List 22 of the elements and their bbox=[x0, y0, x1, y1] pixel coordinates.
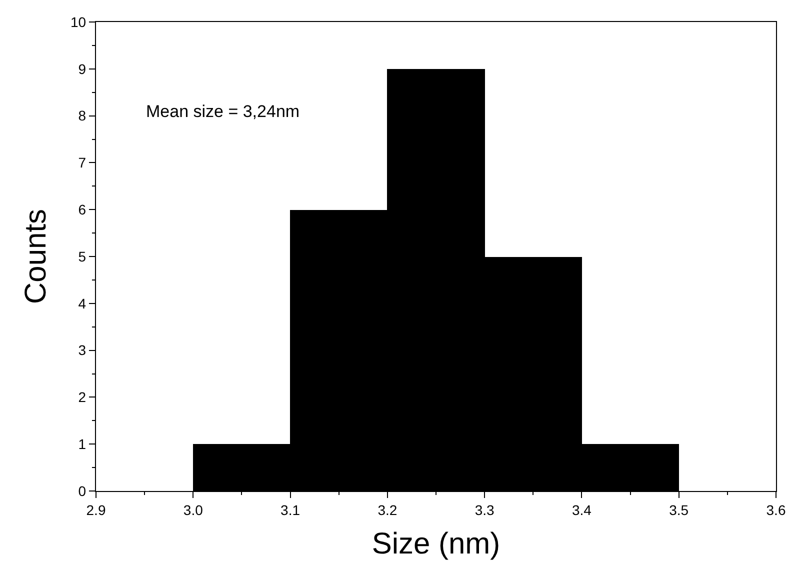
y-tick-label: 4 bbox=[78, 295, 86, 312]
x-tick-label: 3.3 bbox=[474, 502, 495, 518]
y-tick-label: 5 bbox=[78, 248, 86, 264]
y-tick-label: 1 bbox=[78, 436, 86, 452]
y-tick-label: 8 bbox=[78, 108, 86, 124]
y-tick-label: 9 bbox=[78, 60, 86, 77]
y-axis-title: Counts bbox=[20, 208, 53, 304]
y-tick-label: 2 bbox=[78, 389, 86, 406]
x-axis-title: Size (nm) bbox=[372, 527, 500, 560]
x-tick-label: 3.0 bbox=[183, 502, 204, 518]
annotation: Mean size = 3,24nm bbox=[146, 102, 300, 121]
x-tick-label: 3.2 bbox=[378, 502, 398, 518]
y-tick-label: 10 bbox=[70, 14, 86, 30]
y-tick-label: 3 bbox=[78, 342, 86, 358]
y-tick-label: 7 bbox=[78, 154, 86, 171]
y-tick-label: 0 bbox=[78, 482, 86, 499]
x-tick-label: 3.1 bbox=[280, 502, 300, 518]
x-tick-label: 3.4 bbox=[572, 502, 592, 518]
y-tick-label: 6 bbox=[78, 202, 86, 218]
x-tick-label: 3.6 bbox=[766, 502, 786, 518]
x-tick-label: 3.5 bbox=[669, 502, 689, 518]
x-tick-label: 2.9 bbox=[86, 502, 106, 518]
